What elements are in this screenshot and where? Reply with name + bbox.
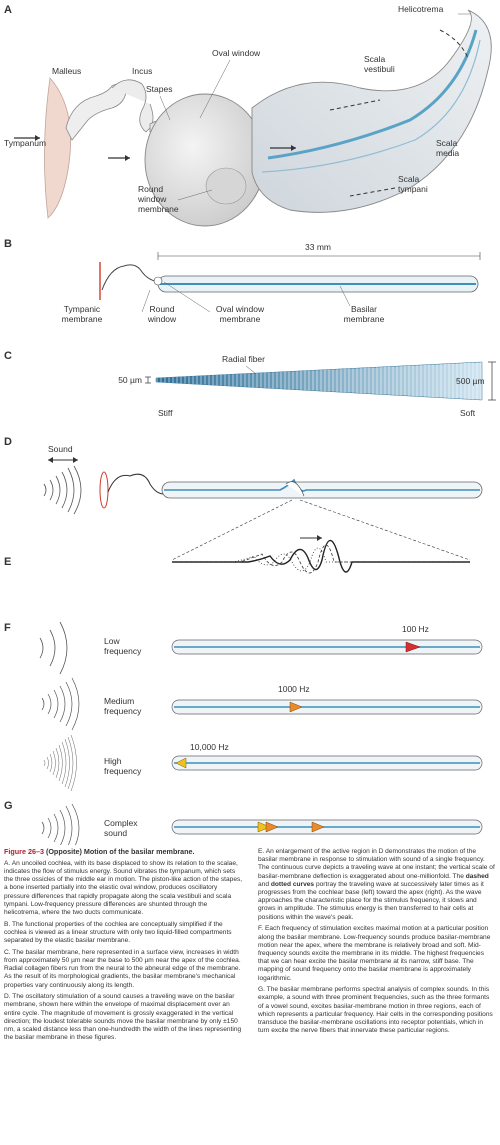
basilar-line-a — [261, 39, 481, 173]
label-complex-sound: Complex sound — [104, 818, 138, 838]
response-peak-complex-3 — [311, 821, 325, 833]
response-peak-medium — [289, 701, 303, 713]
caption-b: B. The functional properties of the coch… — [4, 920, 232, 945]
sound-waves-low — [39, 621, 68, 675]
label-medium-frequency: Medium frequency — [104, 696, 142, 716]
caption-g: G. The basilar membrane performs spectra… — [258, 986, 493, 1035]
sound-waves-high — [43, 734, 77, 792]
panel-letter-d: D — [4, 436, 12, 448]
label-oval-window: Oval window — [212, 48, 261, 58]
label-1000hz: 1000 Hz — [278, 684, 310, 694]
label-scala-media: Scala media — [436, 138, 460, 158]
caption-e: E. An enlargement of the active region i… — [258, 848, 496, 922]
label-oval-window-membrane: Oval window membrane — [215, 304, 265, 324]
panel-g-illustration — [41, 803, 483, 845]
label-stapes: Stapes — [146, 84, 173, 94]
label-round-window: Round window — [147, 304, 177, 324]
label-high-frequency: High frequency — [104, 756, 142, 776]
panel-letter-g: G — [4, 800, 13, 812]
caption-e-and: and — [258, 880, 270, 888]
caption-e-dotted: dotted curves — [270, 880, 315, 888]
ossicle-chain-b — [101, 264, 159, 291]
caption-c: C. The basilar membrane, here represente… — [4, 948, 241, 989]
flow-arrow-tympani — [349, 187, 396, 197]
label-tympanum: Tympanum — [4, 138, 47, 148]
panel-letter-f: F — [4, 622, 11, 634]
caption-title: Figure 26–3 (Opposite) Motion of the bas… — [4, 847, 244, 856]
sound-waves-complex — [41, 803, 80, 845]
response-peak-complex-2 — [265, 821, 279, 833]
label-scala-vestibuli: Scala vestibuli — [364, 54, 395, 74]
round-window-membrane-shape — [205, 167, 247, 205]
caption-left-column: Figure 26–3 (Opposite) Motion of the bas… — [4, 847, 244, 1046]
caption-figure-title: (Opposite) Motion of the basilar membran… — [45, 847, 195, 856]
ossicle-chain-d — [107, 473, 165, 495]
flow-arrow-helicotrema — [439, 29, 469, 59]
label-tympanic-membrane: Tympanic membrane — [61, 304, 103, 324]
caption-e-post: portray the traveling wave at successive… — [258, 880, 484, 921]
panel-c-illustration — [145, 361, 496, 401]
traveling-wave-d — [164, 478, 480, 492]
label-radial-fiber: Radial fiber — [222, 354, 265, 364]
caption-d: D. The oscillatory stimulation of a soun… — [4, 993, 242, 1042]
label-helicotrema: Helicotrema — [398, 4, 444, 14]
caption-e-pre: E. An enlargement of the active region i… — [258, 848, 495, 880]
traveling-wave-e-dashed — [172, 544, 470, 574]
label-basilar-membrane: Basilar membrane — [343, 304, 385, 324]
panel-f-illustration — [39, 621, 483, 792]
traveling-wave-e-solid — [172, 539, 470, 573]
panel-letter-c: C — [4, 350, 12, 362]
label-stiff: Stiff — [158, 408, 173, 418]
label-width-apex: 500 µm — [456, 376, 485, 386]
panel-d-illustration — [43, 457, 483, 561]
label-malleus: Malleus — [52, 66, 82, 76]
caption-figure-number: Figure 26–3 — [4, 847, 44, 856]
label-scala-tympani: Scala tympani — [398, 174, 428, 194]
label-width-base: 50 µm — [118, 375, 142, 385]
sound-waves-medium — [41, 677, 80, 731]
panel-letter-e: E — [4, 556, 12, 568]
cochlea-horn — [251, 9, 492, 213]
caption-f: F. Each frequency of stimulation excites… — [258, 925, 491, 982]
sound-waves-d — [43, 465, 82, 515]
panel-b-illustration — [99, 252, 481, 313]
response-peak-complex-1 — [257, 821, 271, 833]
label-sound: Sound — [48, 444, 73, 454]
malleus-shape — [65, 83, 127, 141]
response-peak-high — [175, 757, 187, 769]
label-soft: Soft — [460, 408, 476, 418]
panel-e-illustration — [172, 535, 470, 574]
panel-a-illustration — [14, 9, 492, 227]
label-100hz: 100 Hz — [402, 624, 429, 634]
scala-media-band — [267, 29, 478, 160]
caption-right-column: E. An enlargement of the active region i… — [258, 848, 496, 1039]
label-low-frequency: Low frequency — [104, 636, 142, 656]
label-10000hz: 10,000 Hz — [190, 742, 229, 752]
label-incus: Incus — [132, 66, 153, 76]
caption-e-dashed: dashed — [465, 872, 489, 880]
traveling-wave-e-dotted — [172, 547, 470, 572]
caption-a: A. An uncoiled cochlea, with its base di… — [4, 859, 243, 916]
panel-letter-b: B — [4, 238, 12, 250]
panel-letter-a: A — [4, 4, 12, 16]
flow-arrow-vestibuli — [329, 99, 381, 111]
label-round-window-membrane: Round window membrane — [138, 184, 179, 214]
label-cochlea-length: 33 mm — [305, 242, 331, 252]
figure-artwork — [14, 9, 496, 845]
response-peak-low — [405, 641, 421, 653]
tympanum-shape — [44, 77, 72, 219]
